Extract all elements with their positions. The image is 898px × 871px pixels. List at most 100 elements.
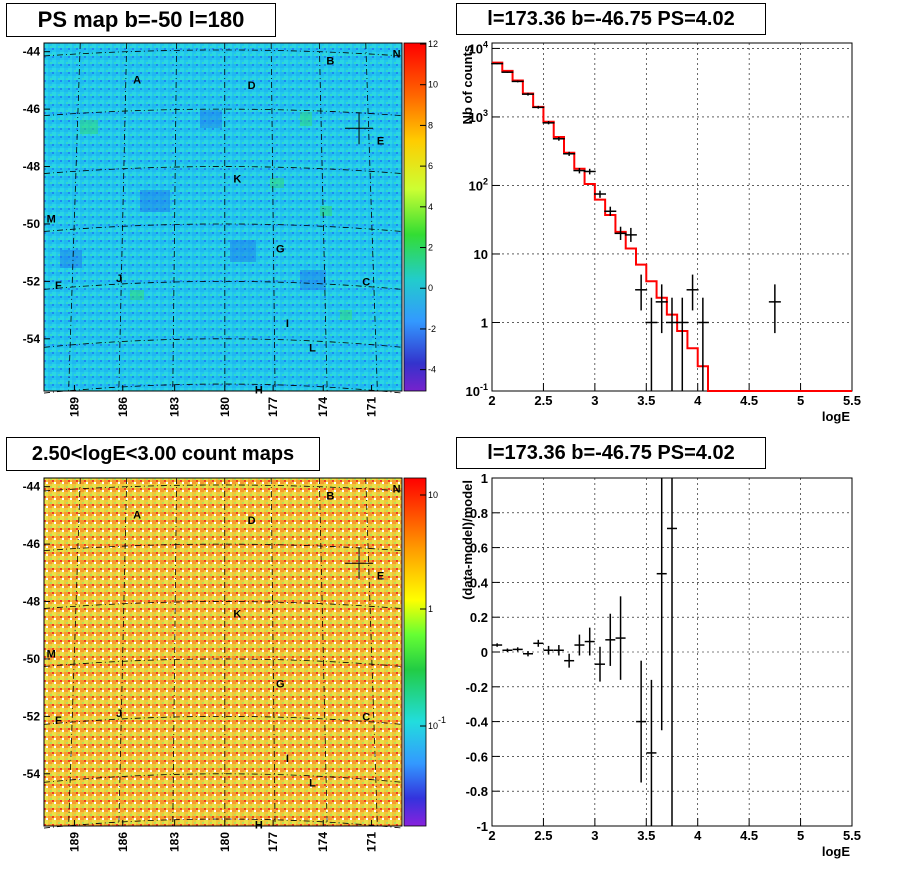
source-label: G — [276, 243, 285, 255]
map-x-tick-label: 186 — [116, 832, 130, 852]
residual-data-point — [636, 660, 647, 783]
model-histogram — [492, 61, 852, 392]
map-y-tick-label: -52 — [23, 274, 41, 288]
map-y-tick-label: -54 — [23, 767, 41, 781]
map-x-tick-label: 174 — [316, 397, 330, 417]
residual-data-point — [502, 648, 513, 652]
source-label: E — [377, 570, 384, 582]
count-map-colorbar — [403, 477, 427, 827]
residual-data-point — [574, 634, 585, 656]
spectrum-data-point — [676, 297, 689, 391]
spectrum-y-tick-label: 104 — [469, 39, 488, 56]
spectrum-data-point — [511, 80, 524, 83]
spectrum-x-tick-label: 2.5 — [534, 393, 552, 408]
map-y-tick-label: -44 — [23, 45, 41, 59]
spectrum-data-point — [583, 168, 596, 175]
spectrum-x-tick-label: 4 — [694, 393, 702, 408]
residual-y-tick-label: -1 — [476, 819, 488, 834]
ps-map-title: PS map b=-50 l=180 — [6, 3, 276, 37]
spectrum-grid — [492, 43, 852, 391]
residual-plot-frame — [491, 477, 853, 827]
spectrum-y-tick-label: 1 — [481, 315, 488, 330]
spectrum-data-point — [532, 105, 545, 109]
spectrum-data-point — [522, 92, 534, 96]
source-label: B — [326, 490, 334, 502]
source-label: K — [233, 609, 241, 621]
ps-map-colorbar — [403, 42, 427, 392]
source-label: A — [133, 510, 141, 522]
source-label: J — [116, 273, 122, 285]
residual-x-tick-label: 4 — [694, 828, 702, 843]
source-label: E — [377, 135, 384, 147]
residual-x-tick-label: 4.5 — [740, 828, 758, 843]
spectrum-y-tick-label: 103 — [469, 108, 488, 125]
map-x-tick-label: 186 — [116, 397, 130, 417]
ps-map-blobs — [60, 110, 352, 320]
residual-data-point — [523, 651, 533, 657]
source-label: A — [133, 75, 141, 87]
residual-x-tick-label: 2 — [488, 828, 495, 843]
count-map-coord-grid — [43, 477, 403, 829]
map-y-tick-label: -48 — [23, 595, 41, 609]
source-label: C — [362, 276, 370, 288]
map-y-tick-label: -44 — [23, 480, 41, 494]
ps-map-coord-grid — [43, 42, 403, 394]
map-x-tick-label: 177 — [266, 832, 280, 852]
source-label: D — [248, 515, 256, 527]
spectrum-marks: 2 2.5 3 3.5 4 4.5 5 5.5 10-1 1 10 102 103 104 logE Nb o… — [460, 39, 861, 424]
source-label: I — [286, 318, 289, 330]
residual-y-tick-label: 0.4 — [470, 575, 489, 590]
count-map-title: 2.50<logE<3.00 count maps — [6, 437, 320, 471]
map-y-tick-label: -46 — [23, 102, 41, 116]
point-source-marker — [345, 547, 374, 580]
colorbar-tick-label: 2 — [428, 243, 433, 253]
spectrum-y-tick-label: 102 — [469, 176, 488, 193]
source-label: L — [309, 778, 316, 790]
residual-data-point — [553, 645, 564, 656]
spectrum-y-tick-label: 10 — [474, 247, 488, 262]
source-label: J — [116, 708, 122, 720]
spectrum-data-point — [501, 71, 514, 73]
colorbar-tick-label: -2 — [428, 324, 436, 334]
residual-data-point — [584, 627, 595, 656]
source-label: F — [55, 280, 62, 292]
colorbar-tick-label: 8 — [428, 120, 433, 130]
residual-y-tick-label: 0 — [481, 645, 488, 660]
spectrum-data-point — [768, 284, 781, 334]
residual-marks: 2 2.5 3 3.5 4 4.5 5 5.5 1 0.8 0.6 0.4 0.2 0 -0.2 -0.4 -0… — [460, 471, 861, 859]
residual-title: l=173.36 b=-46.75 PS=4.02 — [456, 437, 766, 469]
residual-y-tick-label: 1 — [481, 471, 488, 486]
residual-y-tick-label: 0.8 — [470, 506, 488, 521]
residual-x-tick-label: 5.5 — [843, 828, 861, 843]
spectrum-data-point — [614, 226, 627, 240]
residual-data-point — [656, 478, 667, 731]
source-label: N — [393, 48, 401, 60]
source-label: H — [255, 384, 263, 396]
map-x-tick-label: 171 — [365, 832, 379, 852]
spectrum-y-axis-label: Nb of counts — [460, 45, 475, 124]
source-label: I — [286, 753, 289, 765]
map-y-tick-label: -54 — [23, 332, 41, 346]
spectrum-data-point — [635, 274, 648, 311]
spectrum-x-tick-label: 4.5 — [740, 393, 758, 408]
source-label: M — [47, 649, 56, 661]
source-label: B — [326, 55, 334, 67]
map-x-tick-label: 183 — [168, 832, 182, 852]
spectrum-x-tick-label: 2 — [488, 393, 495, 408]
source-label: L — [309, 343, 316, 355]
spectrum-x-tick-label: 3 — [591, 393, 598, 408]
source-label: N — [393, 483, 401, 495]
spectrum-data-point — [666, 297, 678, 391]
colorbar-tick-label: 10 — [428, 490, 438, 500]
point-source-marker — [345, 112, 374, 145]
count-map-image — [43, 477, 403, 827]
colorbar-tick-label: 1 — [428, 604, 433, 614]
residual-y-tick-label: -0.4 — [466, 715, 489, 730]
spectrum-plot-frame — [491, 42, 853, 392]
spectrum-x-axis-label: logE — [822, 409, 850, 424]
residual-y-tick-label: -0.8 — [466, 784, 488, 799]
spectrum-data-point — [624, 227, 637, 242]
spectrum-data-point — [563, 151, 576, 156]
residual-data-point — [605, 613, 616, 666]
